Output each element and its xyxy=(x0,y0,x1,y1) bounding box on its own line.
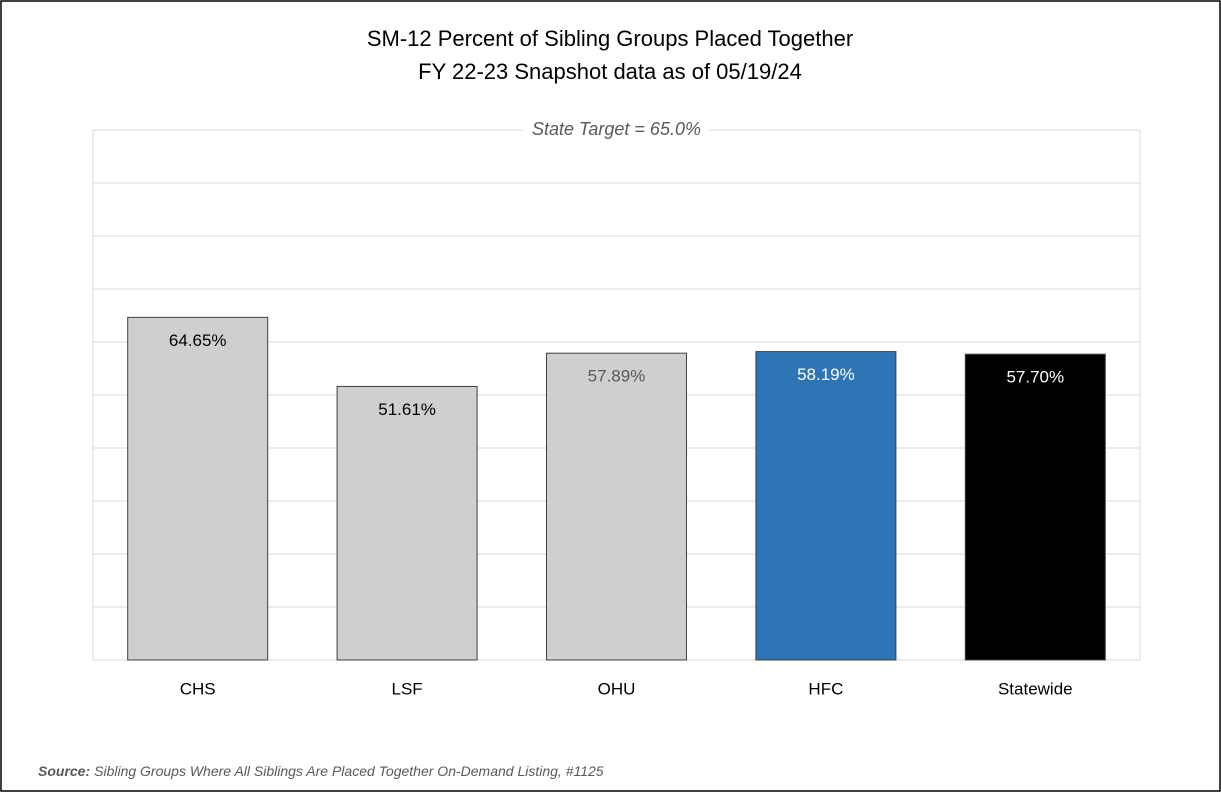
bar xyxy=(127,316,269,661)
x-tick-label: OHU xyxy=(598,679,636,698)
bar xyxy=(755,351,897,661)
source-label: Source: xyxy=(38,763,90,779)
x-tick-label: CHS xyxy=(180,679,216,698)
value-label: 58.19% xyxy=(797,365,855,384)
value-label: 57.70% xyxy=(1006,368,1064,387)
bar xyxy=(336,385,478,661)
source: Source: Sibling Groups Where All Siblings… xyxy=(38,763,604,779)
bar xyxy=(964,353,1106,661)
value-label: 51.61% xyxy=(378,400,436,419)
annotation: State Target = 65.0% xyxy=(532,119,701,139)
value-label: 64.65% xyxy=(169,331,227,350)
x-tick-label: HFC xyxy=(808,679,843,698)
chart-title: SM-12 Percent of Sibling Groups Placed T… xyxy=(367,26,853,51)
value-label: 57.89% xyxy=(588,367,646,386)
x-tick-label: Statewide xyxy=(998,679,1073,698)
source-text: Sibling Groups Where All Siblings Are Pl… xyxy=(94,763,604,779)
chart-subtitle: FY 22-23 Snapshot data as of 05/19/24 xyxy=(418,59,802,84)
x-tick-label: LSF xyxy=(392,679,423,698)
annotation-bg xyxy=(524,118,709,139)
bar xyxy=(546,352,687,661)
